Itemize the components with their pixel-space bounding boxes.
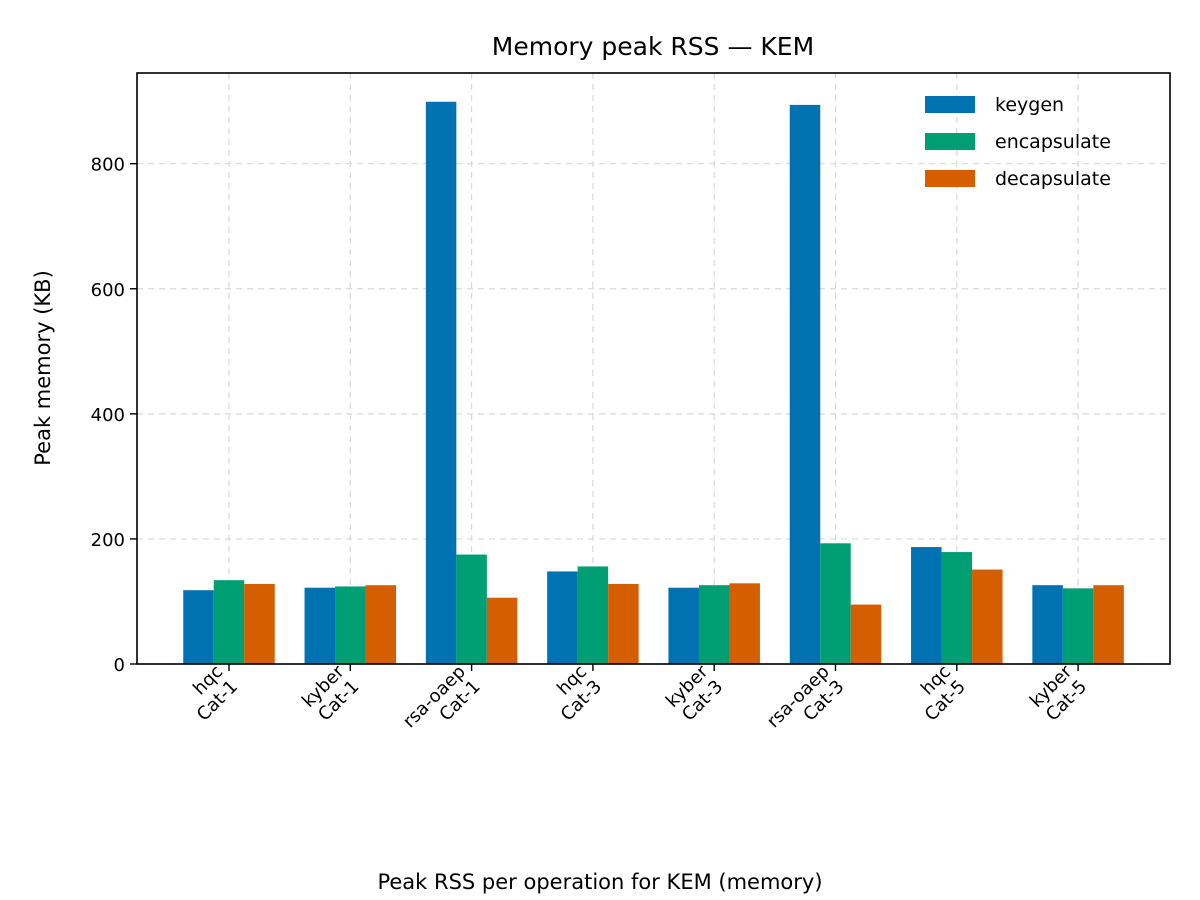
bar-encapsulate — [820, 543, 851, 664]
bar-decapsulate — [1093, 585, 1124, 664]
y-tick-label: 800 — [91, 155, 125, 176]
legend-swatch-decapsulate — [925, 170, 975, 187]
bar-keygen — [425, 101, 457, 665]
bar-decapsulate — [365, 585, 397, 664]
bar-keygen — [911, 547, 942, 664]
bar-encapsulate — [1062, 588, 1094, 664]
y-tick-label: 600 — [91, 280, 125, 301]
legend: keygen encapsulate decapsulate — [925, 94, 1111, 190]
bar-encapsulate — [577, 566, 609, 664]
bar-keygen — [1032, 585, 1063, 664]
bar-encapsulate — [456, 554, 487, 664]
legend-label-keygen: keygen — [995, 94, 1064, 116]
bar-decapsulate — [729, 583, 760, 664]
plot-frame — [136, 72, 1171, 665]
chart-title: Memory peak RSS — KEM — [492, 32, 814, 61]
bar-decapsulate — [486, 597, 518, 664]
bar-keygen — [304, 587, 336, 664]
legend-swatch-keygen — [925, 96, 975, 113]
bar-decapsulate — [972, 569, 1003, 664]
bar-keygen — [789, 104, 821, 664]
legend-label-decapsulate: decapsulate — [995, 168, 1111, 190]
y-tick-label: 0 — [114, 655, 125, 676]
y-axis-label: Peak memory (KB) — [31, 270, 55, 466]
chart-caption: Peak RSS per operation for KEM (memory) — [377, 870, 822, 894]
bar-encapsulate — [941, 552, 973, 664]
bar-decapsulate — [850, 604, 882, 664]
bar-keygen — [183, 590, 214, 664]
bar-keygen — [668, 587, 699, 664]
y-tick-label: 200 — [91, 530, 125, 551]
y-tick-label: 400 — [91, 405, 125, 426]
bar-encapsulate — [698, 585, 730, 664]
bar-encapsulate — [213, 580, 245, 664]
bar-keygen — [547, 571, 578, 664]
bar-decapsulate — [244, 583, 275, 664]
bar-decapsulate — [608, 583, 639, 664]
bar-encapsulate — [335, 586, 366, 664]
legend-label-encapsulate: encapsulate — [995, 131, 1111, 153]
legend-swatch-encapsulate — [925, 133, 975, 150]
bars — [183, 101, 1124, 665]
